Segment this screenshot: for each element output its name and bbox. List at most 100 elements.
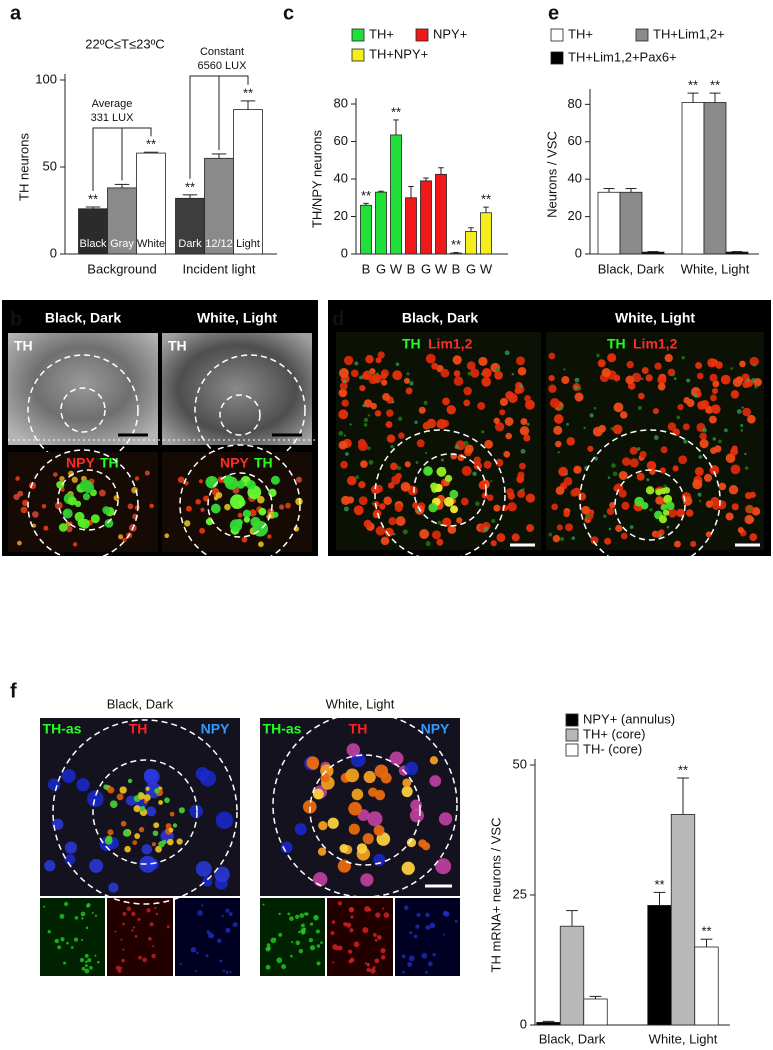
cell [177, 476, 185, 483]
cell [526, 422, 530, 426]
cell [374, 764, 389, 778]
bar [597, 191, 621, 255]
cell [76, 778, 90, 792]
cell [583, 426, 586, 429]
bar [390, 134, 402, 255]
cell [517, 366, 527, 376]
cell [495, 458, 504, 467]
cell [676, 508, 685, 518]
bar [233, 109, 263, 255]
cell [519, 384, 523, 389]
cell [598, 424, 607, 433]
cell [198, 479, 203, 484]
cell [615, 524, 623, 533]
cell [154, 788, 160, 794]
cell [401, 954, 406, 959]
cell [107, 829, 114, 836]
cell [453, 370, 461, 377]
cell [700, 400, 710, 409]
x-tick-label: B [452, 261, 461, 276]
bar [450, 252, 462, 255]
cell [367, 446, 371, 451]
cell [514, 386, 522, 395]
x-tick-label: Light [236, 238, 260, 250]
x-tick-label: B [407, 261, 416, 276]
cell [167, 838, 174, 846]
cell [360, 873, 374, 887]
cell [346, 743, 360, 757]
cell [52, 472, 58, 477]
cell [611, 463, 616, 468]
y-tick-label: 0 [520, 1016, 527, 1031]
cell [44, 860, 56, 872]
cell [119, 786, 127, 794]
cell [121, 958, 125, 963]
legend-label: TH+ [369, 26, 394, 41]
cell [114, 930, 117, 933]
cell [593, 406, 597, 410]
cell [405, 387, 413, 395]
cell [710, 394, 717, 402]
cell [483, 526, 489, 532]
cell [81, 917, 84, 920]
cell [483, 460, 492, 469]
cell [429, 775, 442, 787]
cell [749, 356, 759, 367]
column-title: White, Light [615, 310, 695, 326]
cell [98, 489, 106, 497]
cell [43, 905, 46, 908]
legend-swatch [565, 713, 579, 727]
cell [751, 377, 756, 383]
bar [107, 187, 137, 255]
cell [404, 905, 409, 910]
stain-label: TH [100, 455, 119, 471]
cell [610, 427, 615, 431]
cell [202, 876, 213, 887]
bar [536, 1022, 561, 1026]
cell [681, 356, 685, 360]
cell [415, 924, 420, 929]
cell [678, 455, 688, 465]
cell [77, 518, 87, 528]
cell [736, 409, 742, 414]
cell [287, 912, 291, 916]
cell [166, 925, 170, 929]
bar [619, 191, 643, 255]
cell [416, 439, 425, 448]
stain-label: TH [168, 338, 187, 354]
annulus-outline [179, 444, 301, 566]
panel-letter: b [10, 308, 22, 330]
cell [392, 370, 403, 381]
cell [172, 823, 178, 828]
annulus-outline [194, 354, 306, 466]
cell [346, 475, 357, 486]
cell [491, 518, 496, 523]
cell [152, 830, 159, 837]
cell [59, 913, 65, 919]
cell [362, 927, 369, 934]
cell [654, 362, 662, 370]
cell [73, 937, 79, 942]
cell [82, 493, 91, 501]
cell [125, 795, 137, 806]
cell [164, 797, 170, 804]
cell [590, 536, 599, 545]
cell [61, 769, 76, 784]
cell [232, 922, 238, 928]
cell [149, 922, 154, 927]
cell [566, 436, 576, 446]
cell [725, 512, 734, 521]
cell [152, 945, 155, 948]
cell [127, 503, 134, 510]
error-bar [653, 891, 666, 906]
cell [709, 373, 718, 382]
cell [672, 465, 679, 472]
channel-thumb [395, 898, 460, 976]
x-tick-label: Dark [178, 238, 202, 250]
cell [391, 400, 395, 404]
cell [318, 820, 328, 831]
core-outline [207, 472, 273, 538]
cell [553, 414, 564, 424]
cell [242, 509, 252, 518]
cell [290, 954, 293, 958]
